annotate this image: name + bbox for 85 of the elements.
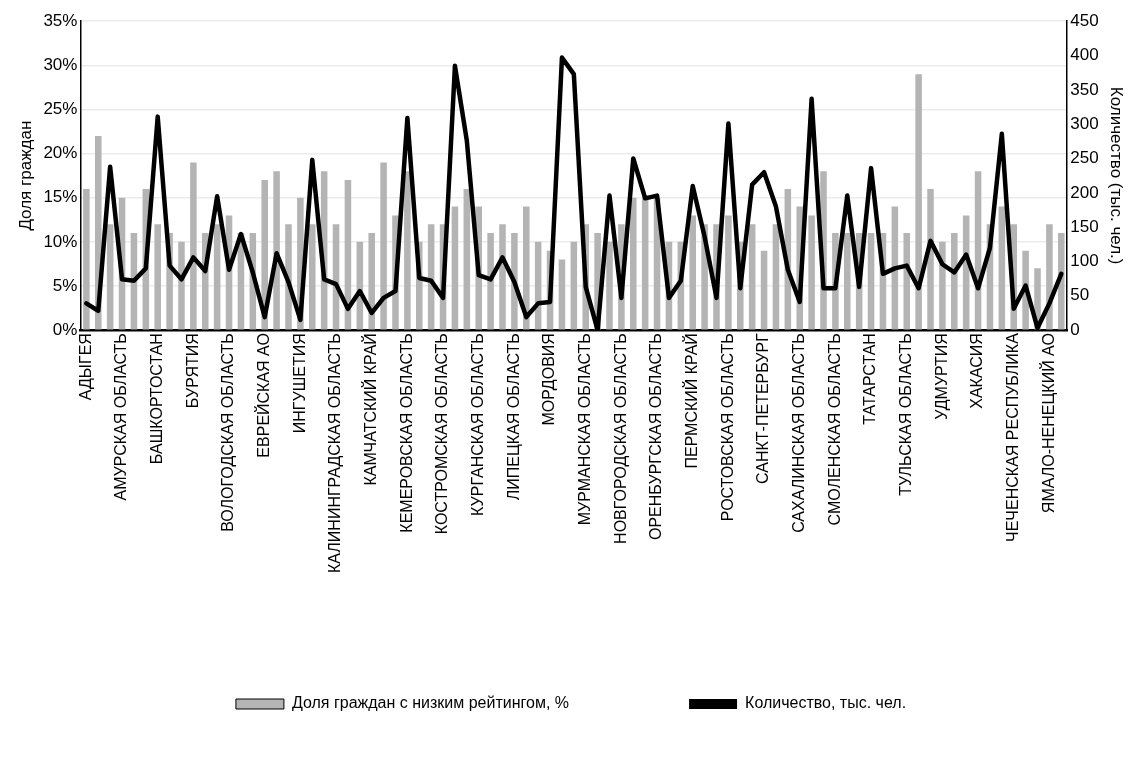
y-tick-label: 30% <box>43 55 78 75</box>
bar <box>178 241 185 330</box>
x-tick-label: ОРЕНБУРГСКАЯ ОБЛАСТЬ <box>647 333 665 541</box>
x-tick-label: САНКТ-ПЕТЕРБУРГ <box>754 332 772 484</box>
y2-tick-label: 200 <box>1070 182 1099 202</box>
bar <box>1058 233 1065 330</box>
y2-tick-label: 150 <box>1070 216 1099 236</box>
bar <box>867 233 875 330</box>
x-tick-label: КЕМЕРОВСКАЯ ОБЛАСТЬ <box>397 333 415 533</box>
x-tick-label: КУРГАНСКАЯ ОБЛАСТЬ <box>469 333 487 516</box>
bar <box>760 250 768 330</box>
y2-tick-label: 100 <box>1070 251 1099 271</box>
bar <box>772 224 780 330</box>
bar <box>570 241 578 330</box>
y2-tick-label: 0 <box>1070 319 1080 339</box>
bar <box>808 215 815 330</box>
x-tick-label: КОСТРОМСКАЯ ОБЛАСТЬ <box>433 333 451 535</box>
x-tick-label: ЕВРЕЙСКАЯ АО <box>254 333 273 458</box>
x-tick-label: КАЛИНИНГРАДСКАЯ ОБЛАСТЬ <box>326 333 344 574</box>
y-tick-label: 20% <box>43 143 78 163</box>
x-tick-label: СМОЛЕНСКАЯ ОБЛАСТЬ <box>825 333 843 526</box>
y2-tick-label: 450 <box>1070 10 1099 30</box>
bar <box>154 224 161 330</box>
bar <box>106 224 114 330</box>
x-tick-label: ТАТАРСТАН <box>861 333 879 425</box>
y-tick-label: 5% <box>52 275 78 295</box>
bar <box>499 224 506 330</box>
x-tick-label: БАШКОРТОСТАН <box>148 333 166 465</box>
bar <box>998 206 1006 330</box>
bar <box>725 215 732 330</box>
bar <box>915 74 922 330</box>
bar <box>641 197 649 330</box>
y2-tick-label: 300 <box>1070 113 1099 133</box>
bar <box>368 233 375 330</box>
y2-tick-label: 400 <box>1070 45 1099 65</box>
x-tick-label: УДМУРТИЯ <box>932 333 950 420</box>
x-tick-label: ЧЕЧЕНСКАЯ РЕСПУБЛИКА <box>1004 332 1022 542</box>
bar <box>844 233 851 330</box>
x-tick-label: ЯМАЛО-НЕНЕЦКИЙ АО <box>1038 333 1057 514</box>
y-tick-label: 35% <box>43 10 78 30</box>
bar <box>380 162 387 330</box>
bar <box>951 233 958 330</box>
x-tick-label: ИНГУШЕТИЯ <box>290 333 308 434</box>
bar <box>83 188 90 330</box>
bar <box>606 241 613 330</box>
x-tick-label: МОРДОВИЯ <box>540 333 558 426</box>
bar <box>463 188 471 330</box>
x-tick-label: ПЕРМСКИЙ КРАЙ <box>682 333 701 469</box>
x-tick-label: ВОЛОГОДСКАЯ ОБЛАСТЬ <box>219 333 237 532</box>
y-tick-label: 15% <box>43 187 78 207</box>
x-tick-label: МУРМАНСКАЯ ОБЛАСТЬ <box>576 333 594 526</box>
bar <box>630 197 637 330</box>
legend-label: Количество, тыс. чел. <box>745 694 907 712</box>
y-tick-label: 10% <box>43 231 78 251</box>
x-tick-label: БУРЯТИЯ <box>183 333 201 409</box>
y2-axis-title: Количество (тыс. чел.) <box>1107 86 1127 265</box>
x-tick-label: САХАЛИНСКАЯ ОБЛАСТЬ <box>790 333 808 533</box>
y2-tick-label: 250 <box>1070 148 1099 168</box>
y2-tick-label: 350 <box>1070 79 1099 99</box>
bar <box>190 162 197 330</box>
x-tick-label: НОВГОРОДСКАЯ ОБЛАСТЬ <box>611 333 629 544</box>
bar <box>451 206 459 330</box>
bar <box>689 215 696 330</box>
y-tick-label: 25% <box>43 99 78 119</box>
x-tick-label: ХАКАСИЯ <box>968 333 986 409</box>
bar <box>748 224 756 330</box>
bar <box>487 233 494 330</box>
x-tick-label: РОСТОВСКАЯ ОБЛАСТЬ <box>718 333 736 522</box>
y-tick-label: 0% <box>52 319 78 339</box>
bar <box>903 233 910 330</box>
x-tick-label: КАМЧАТСКИЙ КРАЙ <box>361 333 380 486</box>
y-axis-title: Доля граждан <box>15 120 35 231</box>
bar <box>523 206 530 330</box>
x-tick-label: ЛИПЕЦКАЯ ОБЛАСТЬ <box>504 333 522 501</box>
x-tick-label: АМУРСКАЯ ОБЛАСТЬ <box>112 333 130 501</box>
bar <box>558 259 566 330</box>
bar <box>309 224 316 330</box>
bar <box>404 171 411 330</box>
bar <box>927 188 934 330</box>
x-tick-label: АДЫГЕЯ <box>76 333 94 401</box>
x-tick-label: ТУЛЬСКАЯ ОБЛАСТЬ <box>897 333 915 496</box>
bar <box>939 241 946 330</box>
y2-tick-label: 50 <box>1070 285 1090 305</box>
legend-label: Доля граждан с низким рейтингом, % <box>291 694 570 712</box>
bar <box>213 224 221 330</box>
